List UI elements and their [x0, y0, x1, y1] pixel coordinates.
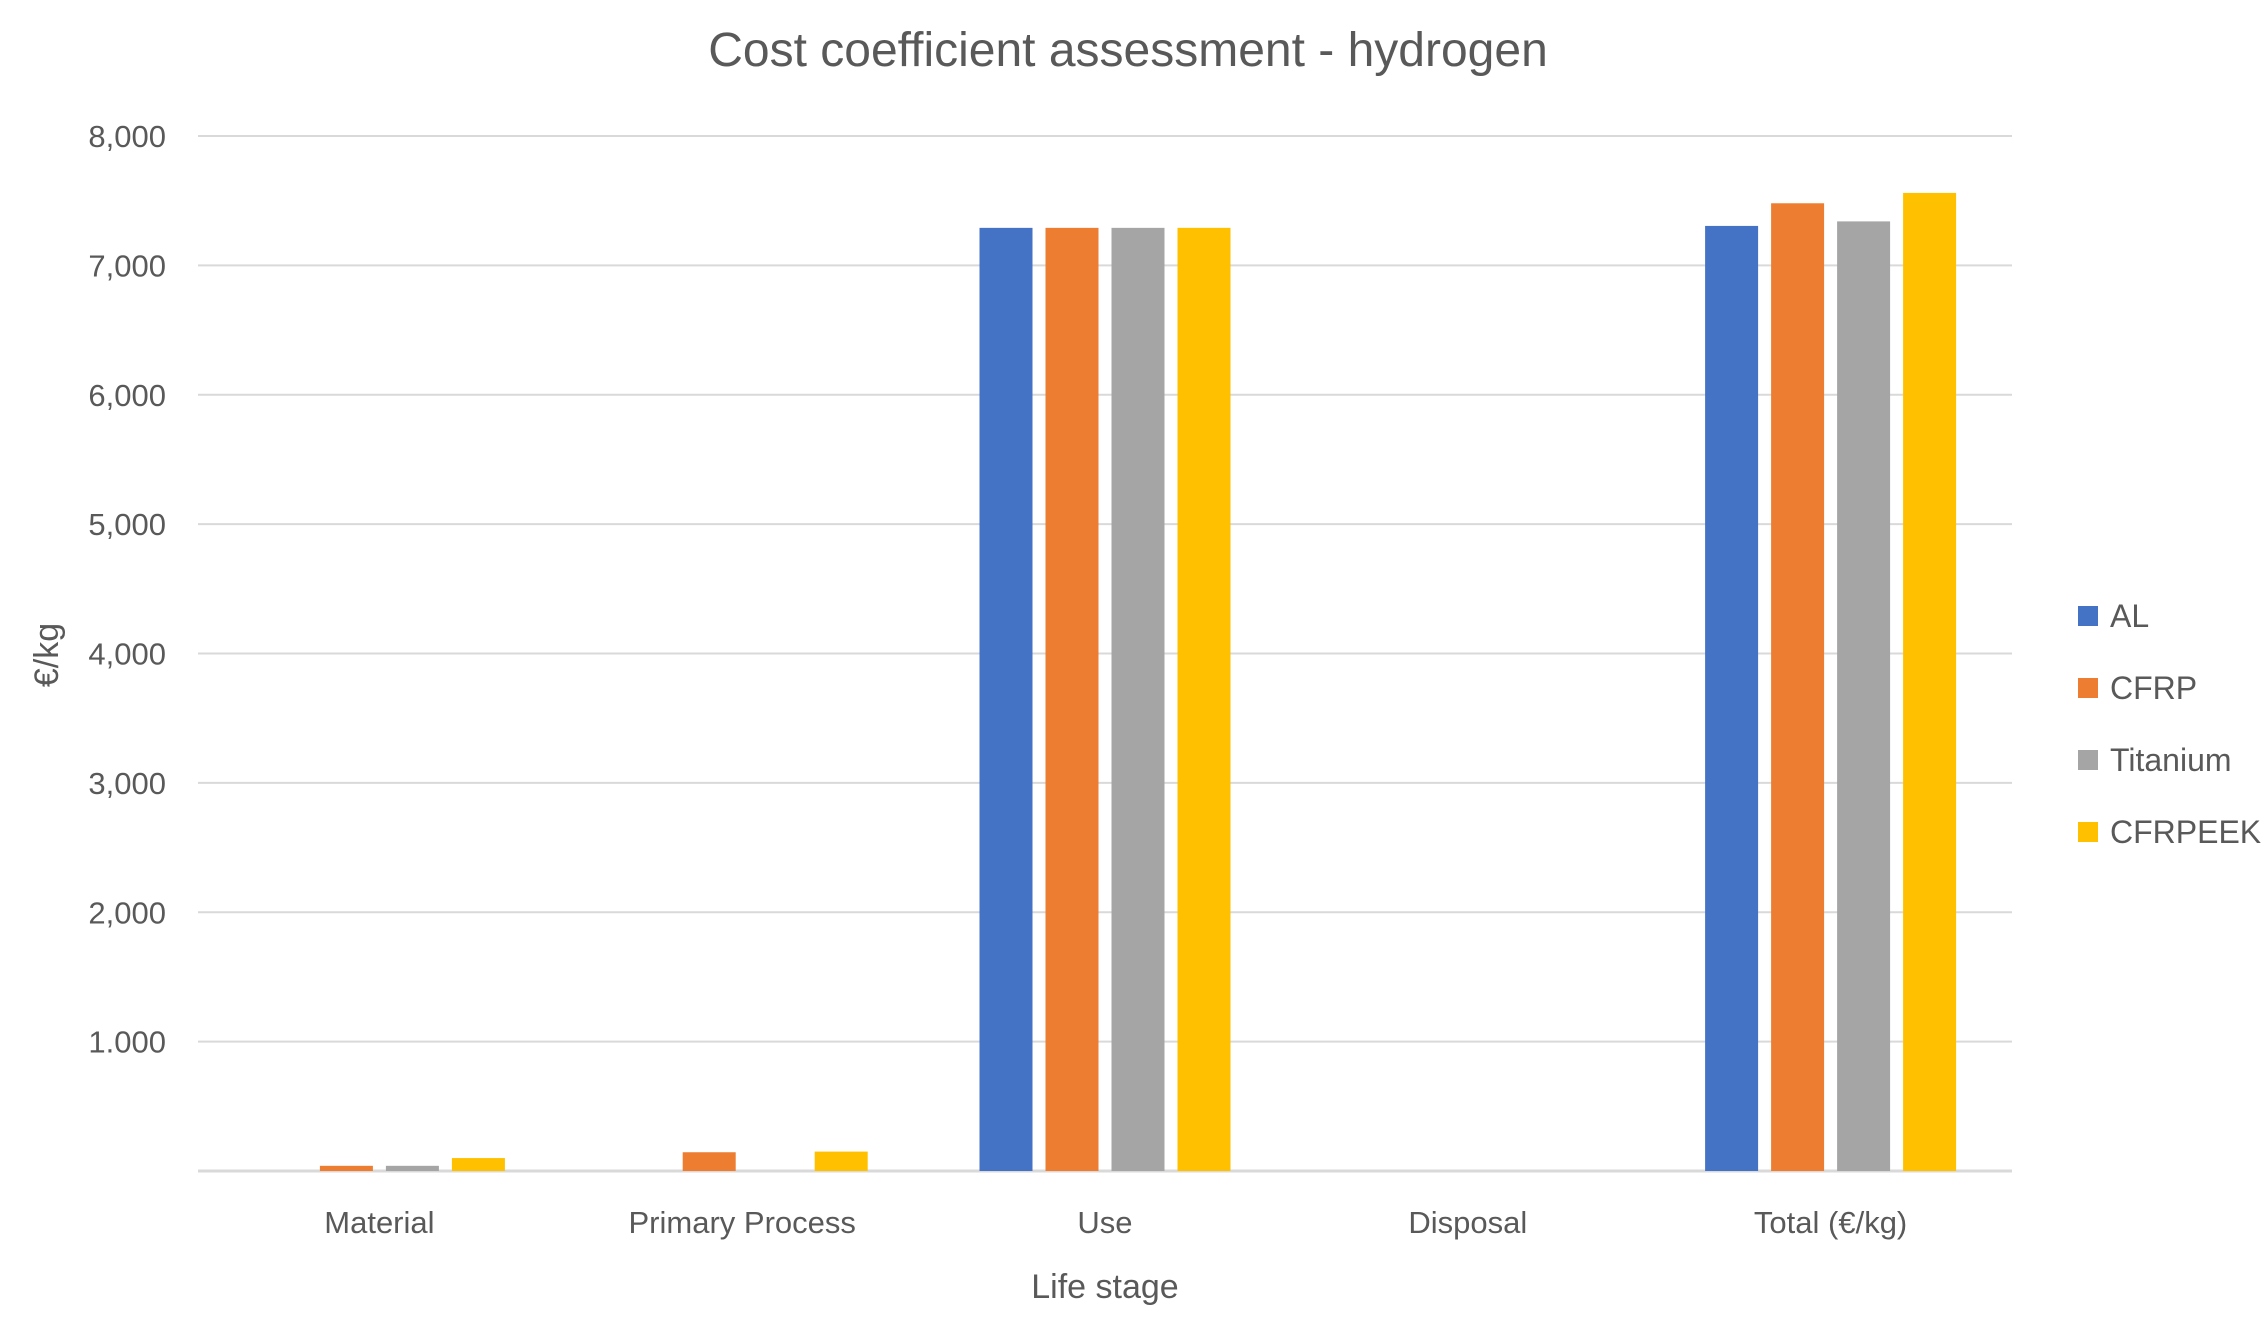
x-axis-title: Life stage	[1031, 1268, 1178, 1306]
legend-swatch-titanium	[2078, 750, 2098, 770]
bar-cfrp-1	[682, 1152, 736, 1171]
bar-cfrpeek-2	[1177, 227, 1231, 1171]
bar-titanium-4	[1837, 221, 1891, 1171]
y-tick-label: 6,000	[88, 378, 166, 413]
y-tick-label: 4,000	[88, 637, 166, 672]
legend-label-cfrp: CFRP	[2110, 670, 2197, 706]
y-tick-label: 3,000	[88, 766, 166, 801]
x-axis-ticks: Material Primary Process Use Disposal Total …	[324, 1205, 1907, 1240]
bar-cfrpeek-0	[451, 1158, 505, 1171]
y-tick-label: 7,000	[88, 248, 166, 283]
y-tick-label: 5,000	[88, 507, 166, 542]
legend: AL CFRP Titanium CFRPEEK	[2078, 598, 2261, 850]
y-axis-ticks: 1.000 2,000 3,000 4,000 5,000 6,000 7,000 8,000	[88, 119, 166, 1060]
x-tick-label: Disposal	[1408, 1205, 1527, 1240]
bar-al-2	[979, 227, 1033, 1171]
bar-cfrp-2	[1045, 227, 1099, 1171]
x-tick-label: Total (€/kg)	[1754, 1205, 1907, 1240]
bars	[319, 192, 1957, 1172]
x-tick-label: Primary Process	[629, 1205, 856, 1240]
x-tick-label: Use	[1077, 1205, 1132, 1240]
bar-cfrpeek-4	[1903, 192, 1957, 1172]
bar-titanium-2	[1111, 227, 1165, 1171]
bar-cfrp-0	[319, 1165, 373, 1171]
y-tick-label: 8,000	[88, 119, 166, 154]
bar-al-4	[1705, 225, 1759, 1171]
bar-titanium-0	[385, 1165, 439, 1171]
legend-swatch-cfrp	[2078, 678, 2098, 698]
y-axis-title: €/kg	[28, 623, 66, 687]
legend-label-titanium: Titanium	[2110, 742, 2232, 778]
legend-swatch-cfrpeek	[2078, 822, 2098, 842]
x-tick-label: Material	[324, 1205, 434, 1240]
bar-cfrp-4	[1771, 203, 1825, 1171]
legend-label-cfrpeek: CFRPEEK	[2110, 814, 2261, 850]
legend-label-al: AL	[2110, 598, 2149, 634]
legend-swatch-al	[2078, 606, 2098, 626]
y-tick-label: 1.000	[88, 1025, 166, 1060]
y-tick-label: 2,000	[88, 895, 166, 930]
bar-cfrpeek-1	[814, 1151, 868, 1171]
chart-title: Cost coefficient assessment - hydrogen	[708, 24, 1548, 77]
